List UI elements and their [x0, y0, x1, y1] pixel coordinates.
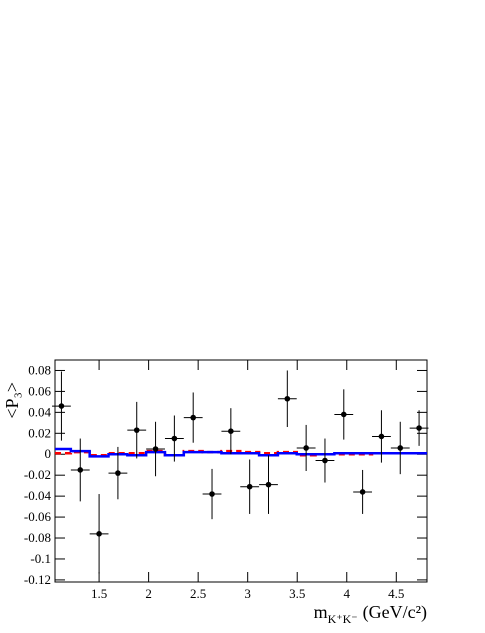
x-tick-label: 2 — [145, 586, 152, 601]
data-point — [359, 489, 366, 495]
data-point — [77, 467, 84, 473]
y-tick-label: -0.12 — [24, 572, 51, 587]
data-point — [152, 446, 159, 452]
data-point — [303, 445, 309, 451]
data-point — [58, 403, 65, 409]
data-point — [284, 395, 291, 402]
data-point — [190, 414, 196, 421]
x-axis-label: mK⁺K⁻ (GeV/c²) — [314, 602, 427, 626]
y-tick-label: 0 — [45, 446, 52, 461]
x-label-main: m — [314, 602, 328, 622]
data-point — [340, 411, 347, 418]
x-label-unit: (GeV/c²) — [363, 602, 427, 623]
data-point — [416, 425, 422, 431]
y-tick-label: -0.04 — [24, 488, 52, 503]
data-point — [96, 531, 102, 537]
data-point — [115, 470, 121, 476]
x-label-sub: K⁺K⁻ — [328, 612, 358, 626]
x-tick-label: 1.5 — [91, 586, 107, 601]
data-point — [265, 481, 272, 488]
data-point — [246, 483, 253, 490]
data-point — [228, 428, 234, 435]
y-tick-label: -0.06 — [24, 509, 52, 524]
y-axis-label: <P₃> — [2, 382, 22, 419]
data-point — [171, 435, 178, 442]
data-point — [322, 457, 328, 464]
y-tick-label: -0.08 — [24, 530, 51, 545]
y-tick-label: 0.02 — [28, 425, 51, 440]
x-tick-label: 2.5 — [190, 586, 206, 601]
x-tick-label: 3.5 — [289, 586, 305, 601]
x-tick-label: 3 — [244, 586, 251, 601]
data-point — [133, 427, 140, 433]
x-tick-label: 4 — [344, 586, 351, 601]
y-tick-label: -0.02 — [24, 467, 51, 482]
y-tick-label: 0.04 — [28, 404, 51, 419]
y-tick-label: 0.06 — [28, 383, 51, 398]
model-histogram — [55, 447, 427, 458]
data-point — [397, 445, 404, 451]
data-point — [209, 491, 215, 497]
x-tick-label: 4.5 — [388, 586, 404, 601]
data-point — [378, 433, 385, 440]
y-tick-label: -0.1 — [30, 551, 51, 566]
plot-frame — [54, 359, 428, 583]
y-tick-label: 0.08 — [28, 362, 51, 377]
